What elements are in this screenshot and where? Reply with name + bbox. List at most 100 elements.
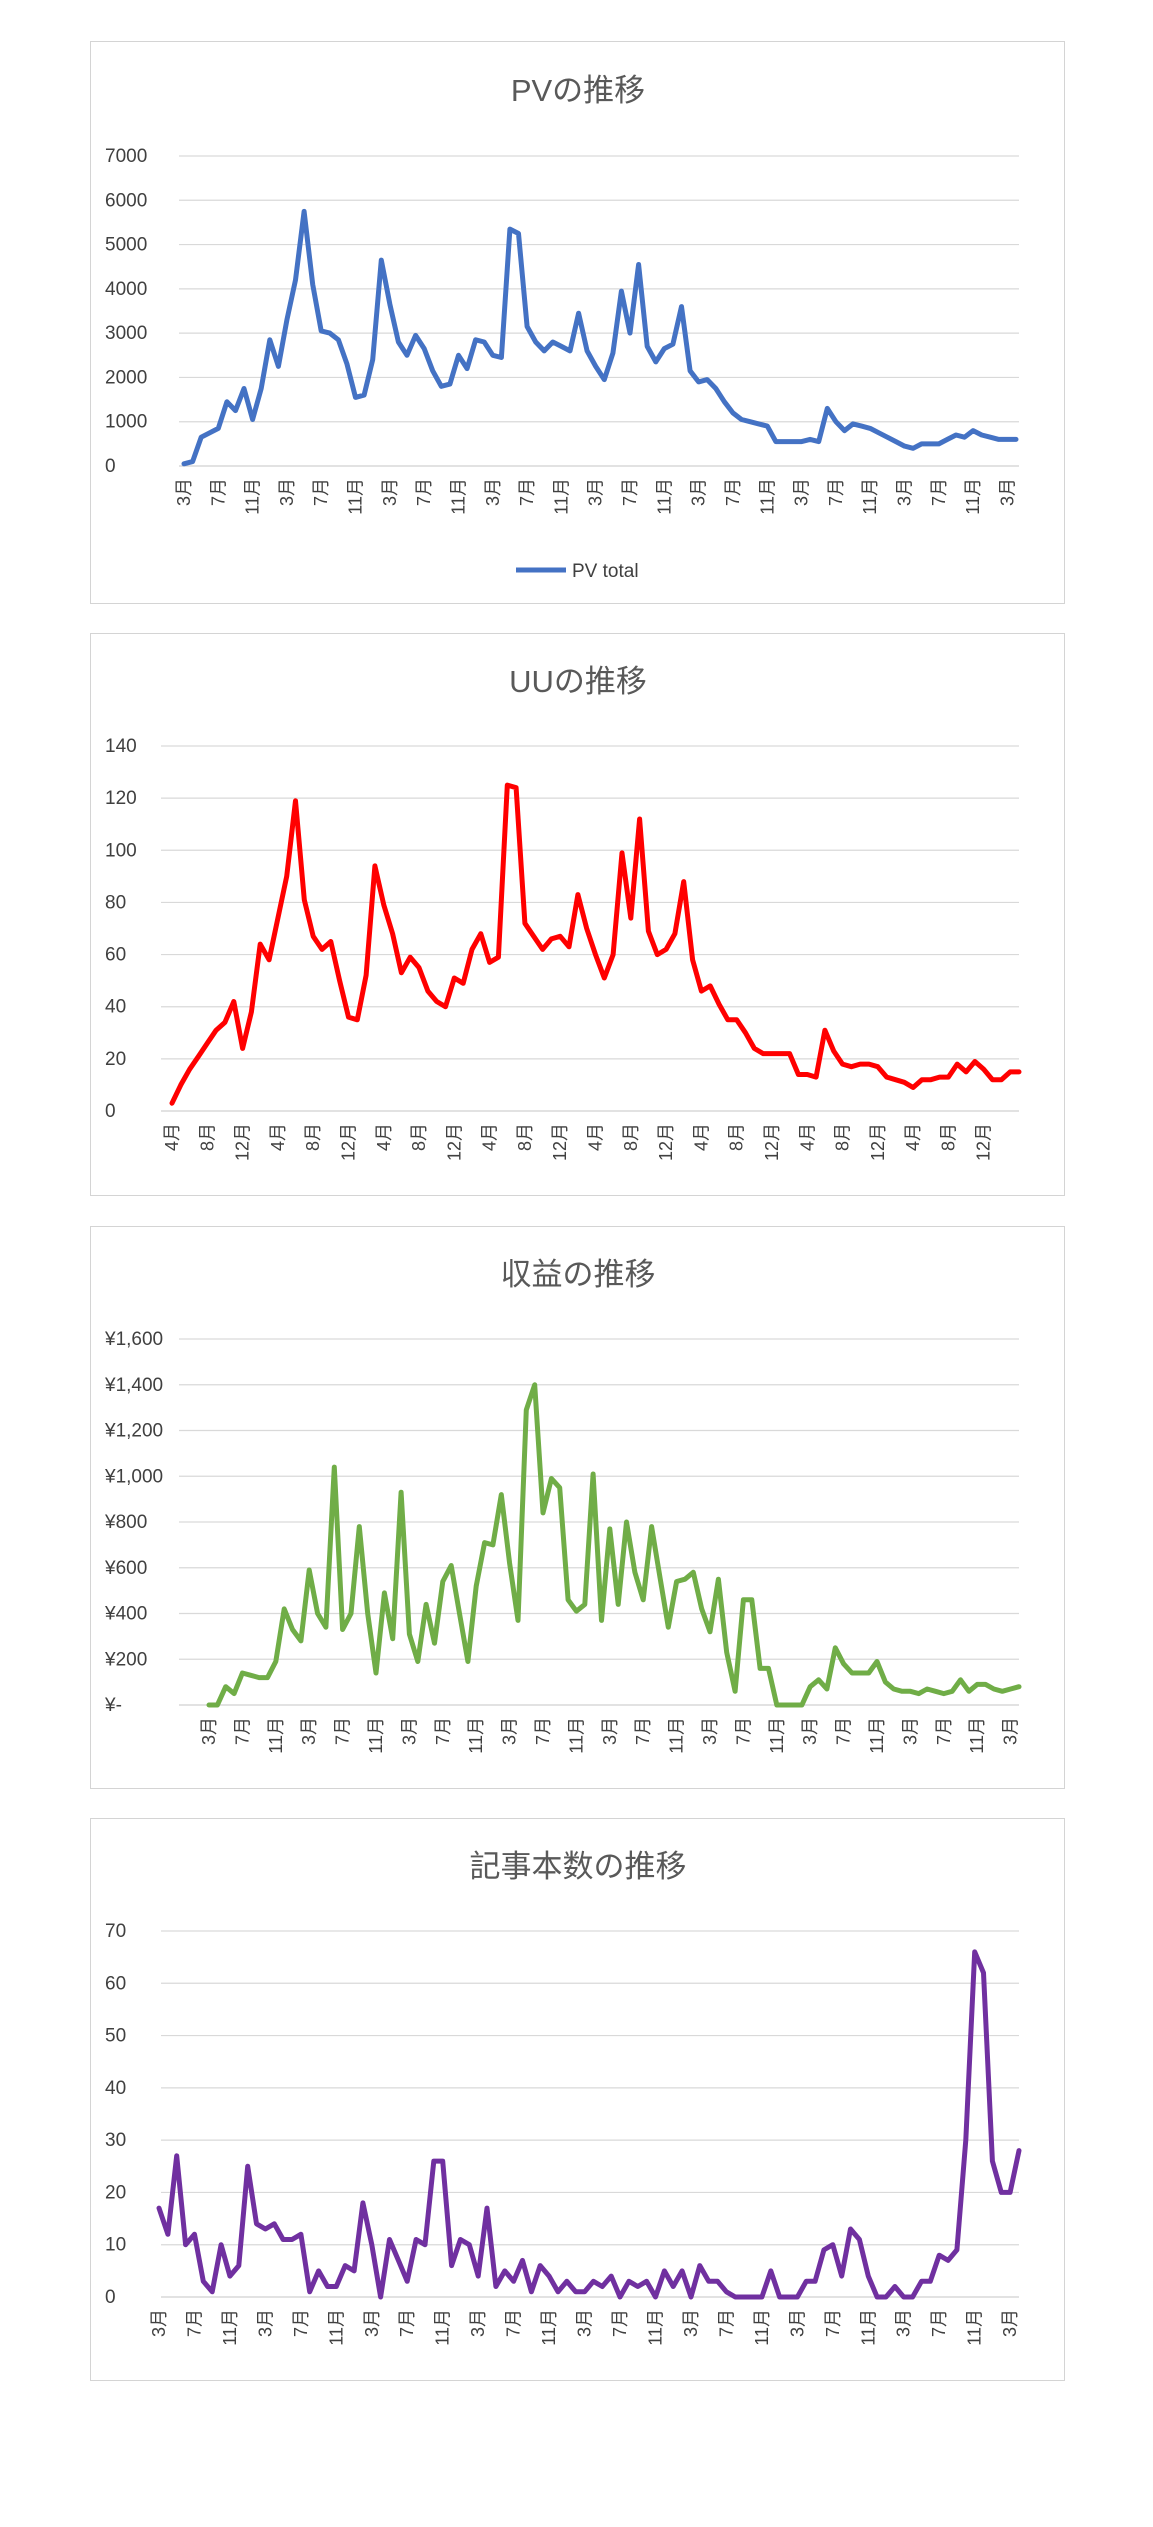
x-tick-label: 8月 [727, 1123, 747, 1151]
y-tick-label: 7000 [105, 146, 147, 167]
x-tick-label: 11月 [645, 2309, 665, 2346]
x-tick-label: 12月 [868, 1123, 888, 1161]
x-tick-label: 11月 [667, 1717, 687, 1754]
x-tick-label: 7月 [397, 2309, 417, 2337]
y-tick-label: 40 [105, 2078, 126, 2099]
x-tick-label: 4月 [162, 1123, 182, 1151]
y-tick-label: 30 [105, 2130, 126, 2151]
y-tick-label: 140 [105, 736, 137, 757]
x-tick-label: 7月 [291, 2309, 311, 2337]
x-tick-label: 4月 [797, 1123, 817, 1151]
y-tick-label: 0 [105, 2287, 116, 2308]
y-tick-label: 50 [105, 2026, 126, 2047]
x-tick-label: 11月 [654, 478, 674, 515]
x-tick-label: 3月 [894, 2309, 914, 2337]
y-tick-label: ¥400 [104, 1604, 147, 1625]
x-tick-label: 3月 [174, 478, 194, 506]
x-tick-label: 4月 [691, 1123, 711, 1151]
chart-title: UUの推移 [509, 664, 647, 699]
y-tick-label: 6000 [105, 190, 147, 211]
x-tick-label: 8月 [197, 1123, 217, 1151]
x-tick-label: 11月 [860, 478, 880, 515]
x-tick-label: 7月 [517, 478, 537, 506]
x-tick-label: 7月 [929, 2309, 949, 2337]
x-tick-label: 11月 [965, 2309, 985, 2346]
x-tick-label: 12月 [550, 1123, 570, 1161]
x-tick-label: 8月 [409, 1123, 429, 1151]
x-tick-label: 7月 [533, 1717, 553, 1745]
x-tick-label: 7月 [620, 478, 640, 506]
x-tick-label: 7月 [208, 478, 228, 506]
x-tick-label: 11月 [366, 1717, 386, 1754]
x-tick-label: 3月 [255, 2309, 275, 2337]
x-tick-label: 7月 [934, 1717, 954, 1745]
x-tick-label: 7月 [333, 1717, 353, 1745]
x-tick-label: 3月 [787, 2309, 807, 2337]
x-tick-label: 11月 [220, 2309, 240, 2346]
x-tick-label: 7月 [232, 1717, 252, 1745]
x-tick-label: 3月 [362, 2309, 382, 2337]
x-tick-label: 3月 [700, 1717, 720, 1745]
x-tick-label: 3月 [1001, 1717, 1021, 1745]
x-tick-label: 7月 [610, 2309, 630, 2337]
x-tick-label: 11月 [551, 478, 571, 515]
x-tick-label: 3月 [380, 478, 400, 506]
y-tick-label: ¥1,200 [104, 1421, 163, 1442]
x-tick-label: 7月 [834, 1717, 854, 1745]
x-tick-label: 3月 [199, 1717, 219, 1745]
series-line [156, 1949, 1022, 2300]
x-tick-label: 8月 [515, 1123, 535, 1151]
x-tick-label: 4月 [903, 1123, 923, 1151]
x-tick-label: 11月 [858, 2309, 878, 2346]
chart-panel-pv: PVの推移 0 1000 2000 3000 4000 5000 6000 7000 3月 7月 11… [90, 41, 1065, 604]
x-tick-label: 3月 [586, 478, 606, 506]
x-tick-label: 12月 [762, 1123, 782, 1161]
y-tick-label: 60 [105, 945, 126, 966]
x-tick-label: 7月 [433, 1717, 453, 1745]
x-tick-label: 11月 [433, 2309, 453, 2346]
x-tick-label: 11月 [346, 478, 366, 515]
chart-title: 記事本数の推移 [470, 1849, 687, 1884]
y-tick-label: ¥600 [104, 1558, 147, 1579]
x-tick-label: 4月 [374, 1123, 394, 1151]
x-tick-label: 3月 [277, 478, 297, 506]
chart-panel-articles: 記事本数の推移 0 10 20 30 40 50 60 70 3月 7月 11月 3月 7月 11月 3月 7月… [90, 1818, 1065, 2381]
x-tick-label: 11月 [566, 1717, 586, 1754]
x-tick-label: 3月 [997, 478, 1017, 506]
x-tick-label: 11月 [967, 1717, 987, 1754]
x-tick-label: 11月 [448, 478, 468, 515]
y-tick-label: 3000 [105, 323, 147, 344]
x-tick-label: 3月 [800, 1717, 820, 1745]
y-tick-label: ¥1,400 [104, 1375, 163, 1396]
x-tick-label: 4月 [268, 1123, 288, 1151]
x-tick-label: 7月 [723, 478, 743, 506]
x-tick-label: 3月 [468, 2309, 488, 2337]
x-tick-label: 3月 [600, 1717, 620, 1745]
x-tick-label: 7月 [504, 2309, 524, 2337]
x-tick-label: 3月 [689, 478, 709, 506]
x-tick-label: 3月 [575, 2309, 595, 2337]
y-tick-label: 20 [105, 1049, 126, 1070]
y-tick-label: 0 [105, 1101, 116, 1122]
x-tick-label: 11月 [867, 1717, 887, 1754]
x-tick-label: 7月 [414, 478, 434, 506]
y-tick-label: 100 [105, 840, 137, 861]
x-tick-label: 4月 [586, 1123, 606, 1151]
legend-label: PV total [572, 561, 639, 582]
y-tick-label: 70 [105, 1921, 126, 1942]
x-tick-label: 8月 [833, 1123, 853, 1151]
x-tick-label: 11月 [757, 478, 777, 515]
y-tick-label: ¥- [104, 1695, 122, 1716]
x-tick-label: 3月 [299, 1717, 319, 1745]
x-tick-label: 7月 [633, 1717, 653, 1745]
x-tick-label: 11月 [243, 478, 263, 515]
x-tick-label: 12月 [444, 1123, 464, 1161]
series-line [169, 782, 1022, 1106]
x-tick-label: 12月 [656, 1123, 676, 1161]
x-tick-label: 7月 [311, 478, 331, 506]
x-tick-label: 3月 [894, 478, 914, 506]
x-tick-label: 7月 [733, 1717, 753, 1745]
x-tick-label: 11月 [266, 1717, 286, 1754]
x-tick-label: 11月 [326, 2309, 346, 2346]
x-tick-label: 11月 [752, 2309, 772, 2346]
